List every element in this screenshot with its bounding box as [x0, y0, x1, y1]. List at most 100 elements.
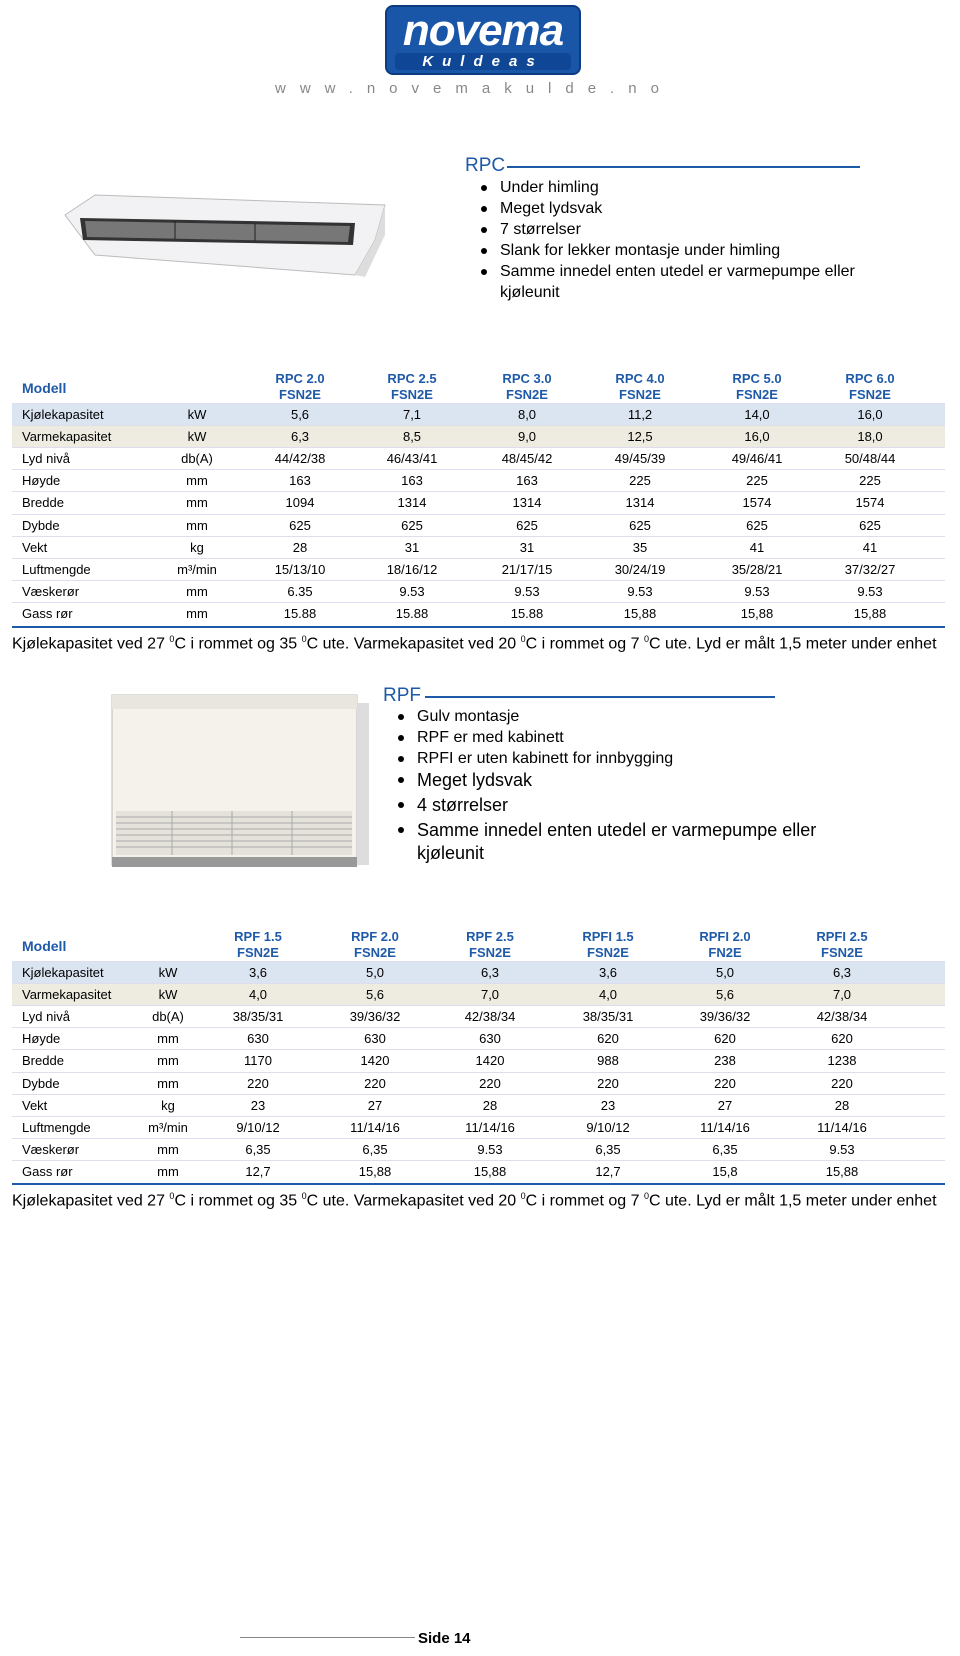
cell: 1314: [397, 495, 427, 511]
cell: 49/45/39: [614, 451, 666, 467]
cell: 15/13/10: [274, 561, 326, 577]
cell: 620: [831, 1031, 853, 1047]
cell: 1420: [360, 1053, 390, 1069]
cell: 3,6: [598, 965, 618, 980]
cell: 31: [404, 539, 420, 555]
cell: 9.53: [829, 1141, 855, 1157]
model-name: RPFI 2.5: [816, 929, 868, 944]
footer-rule: [240, 1637, 415, 1638]
cell: 620: [597, 1031, 619, 1047]
cell: 1574: [742, 495, 772, 511]
cell: 16,0: [744, 429, 770, 445]
row-label: Kjølekapasitet: [22, 407, 104, 422]
model-header: RPC 2.5 FSN2E: [387, 371, 436, 403]
cell: 39/36/32: [699, 1009, 751, 1025]
model-name: RPC 3.0: [502, 371, 552, 386]
bullet: RPF er med kabinett: [398, 727, 817, 748]
logo-subtitle: Kuldeas: [395, 53, 571, 70]
table-row: [12, 1027, 945, 1051]
cell: 9,0: [517, 429, 537, 445]
cell: 4,0: [248, 987, 268, 1003]
cell: 1170: [244, 1053, 272, 1069]
row-label: Bredde: [22, 1053, 64, 1069]
superscript: 0: [520, 634, 526, 644]
model-sub: FSN2E: [587, 945, 629, 960]
model-name: RPFI 1.5: [582, 929, 634, 944]
cell: 27: [367, 1097, 383, 1113]
cell: 31: [519, 539, 535, 555]
model-sub: FSN2E: [849, 387, 891, 402]
cell: 625: [516, 517, 538, 533]
cell: 630: [364, 1031, 386, 1047]
cell: 220: [364, 1075, 386, 1091]
model-sub: FSN2E: [279, 387, 321, 402]
cell: 1238: [827, 1053, 857, 1069]
cell: 21/17/15: [501, 561, 553, 577]
model-sub: FSN2E: [237, 945, 279, 960]
model-header: RPC 6.0 FSN2E: [845, 371, 894, 403]
cell: 50/48/44: [844, 451, 896, 467]
cell: 630: [479, 1031, 501, 1047]
bullet: Slank for lekker montasje under himling: [481, 240, 900, 261]
cell: 14,0: [744, 407, 770, 422]
row-label: Bredde: [22, 495, 64, 511]
note-text: C i rommet og 35: [174, 1192, 302, 1210]
cell: 30/24/19: [614, 561, 666, 577]
table-row: [12, 601, 945, 625]
floor-unit-image: [111, 694, 369, 867]
cell: 5,0: [715, 965, 735, 980]
note-text: C i rommet og 7: [525, 1192, 644, 1210]
superscript: 0: [169, 1191, 175, 1201]
cell: 5,0: [365, 965, 385, 980]
note-text: C ute. Varmekapasitet ved 20: [306, 635, 521, 653]
row-label: Væskerør: [22, 583, 80, 599]
table-row: [12, 557, 945, 581]
cell: 35: [632, 539, 648, 555]
row-label: Lyd nivå: [22, 1009, 70, 1025]
cell: 9.53: [514, 583, 540, 599]
model-name: RPC 5.0: [732, 371, 782, 386]
cell: 7,1: [402, 407, 422, 422]
model-header: RPFI 1.5 FSN2E: [582, 929, 633, 961]
cell: 41: [749, 539, 765, 555]
cell: 23: [250, 1097, 266, 1113]
bullet: RPFI er uten kabinett for innbygging: [398, 748, 817, 769]
superscript: 0: [643, 634, 649, 644]
cell: 220: [597, 1075, 619, 1091]
cell: 11/14/16: [465, 1119, 515, 1135]
superscript: 0: [169, 634, 175, 644]
cell: 163: [516, 473, 538, 489]
cell: 39/36/32: [349, 1009, 401, 1025]
table-row: [12, 579, 945, 603]
cell: 6,3: [832, 965, 852, 980]
cell: 28: [834, 1097, 850, 1113]
note-text: C ute. Varmekapasitet ved 20: [306, 1192, 521, 1210]
bullet: 7 størrelser: [481, 219, 900, 240]
page-number: Side 14: [418, 1630, 471, 1647]
table-row: [12, 1071, 945, 1095]
table-row: [12, 1159, 945, 1183]
table-row: [12, 983, 945, 1007]
cell: 6,35: [712, 1141, 738, 1157]
bullet: Under himling: [481, 177, 900, 198]
model-header: RPC 3.0 FSN2E: [502, 371, 551, 403]
cell: 625: [859, 517, 881, 533]
bullet: Meget lydsvak: [481, 198, 900, 219]
cell: 220: [714, 1075, 736, 1091]
model-sub: FSN2E: [736, 387, 778, 402]
superscript: 0: [301, 1191, 307, 1201]
cell: 6,3: [290, 429, 310, 445]
cell: 38/35/31: [232, 1009, 284, 1025]
cell: 5,6: [290, 407, 310, 422]
cell: 12,5: [627, 429, 653, 445]
ceiling-unit-image: [64, 194, 386, 277]
model-sub: FSN2E: [469, 945, 511, 960]
model-sub: FSN2E: [821, 945, 863, 960]
cell: 4,0: [598, 987, 618, 1003]
model-name: RPF 1.5: [234, 929, 282, 944]
cell: 11/14/16: [350, 1119, 400, 1135]
row-unit: mm: [186, 583, 208, 599]
row-unit: mm: [157, 1031, 179, 1047]
row-label: Vekt: [22, 539, 48, 555]
